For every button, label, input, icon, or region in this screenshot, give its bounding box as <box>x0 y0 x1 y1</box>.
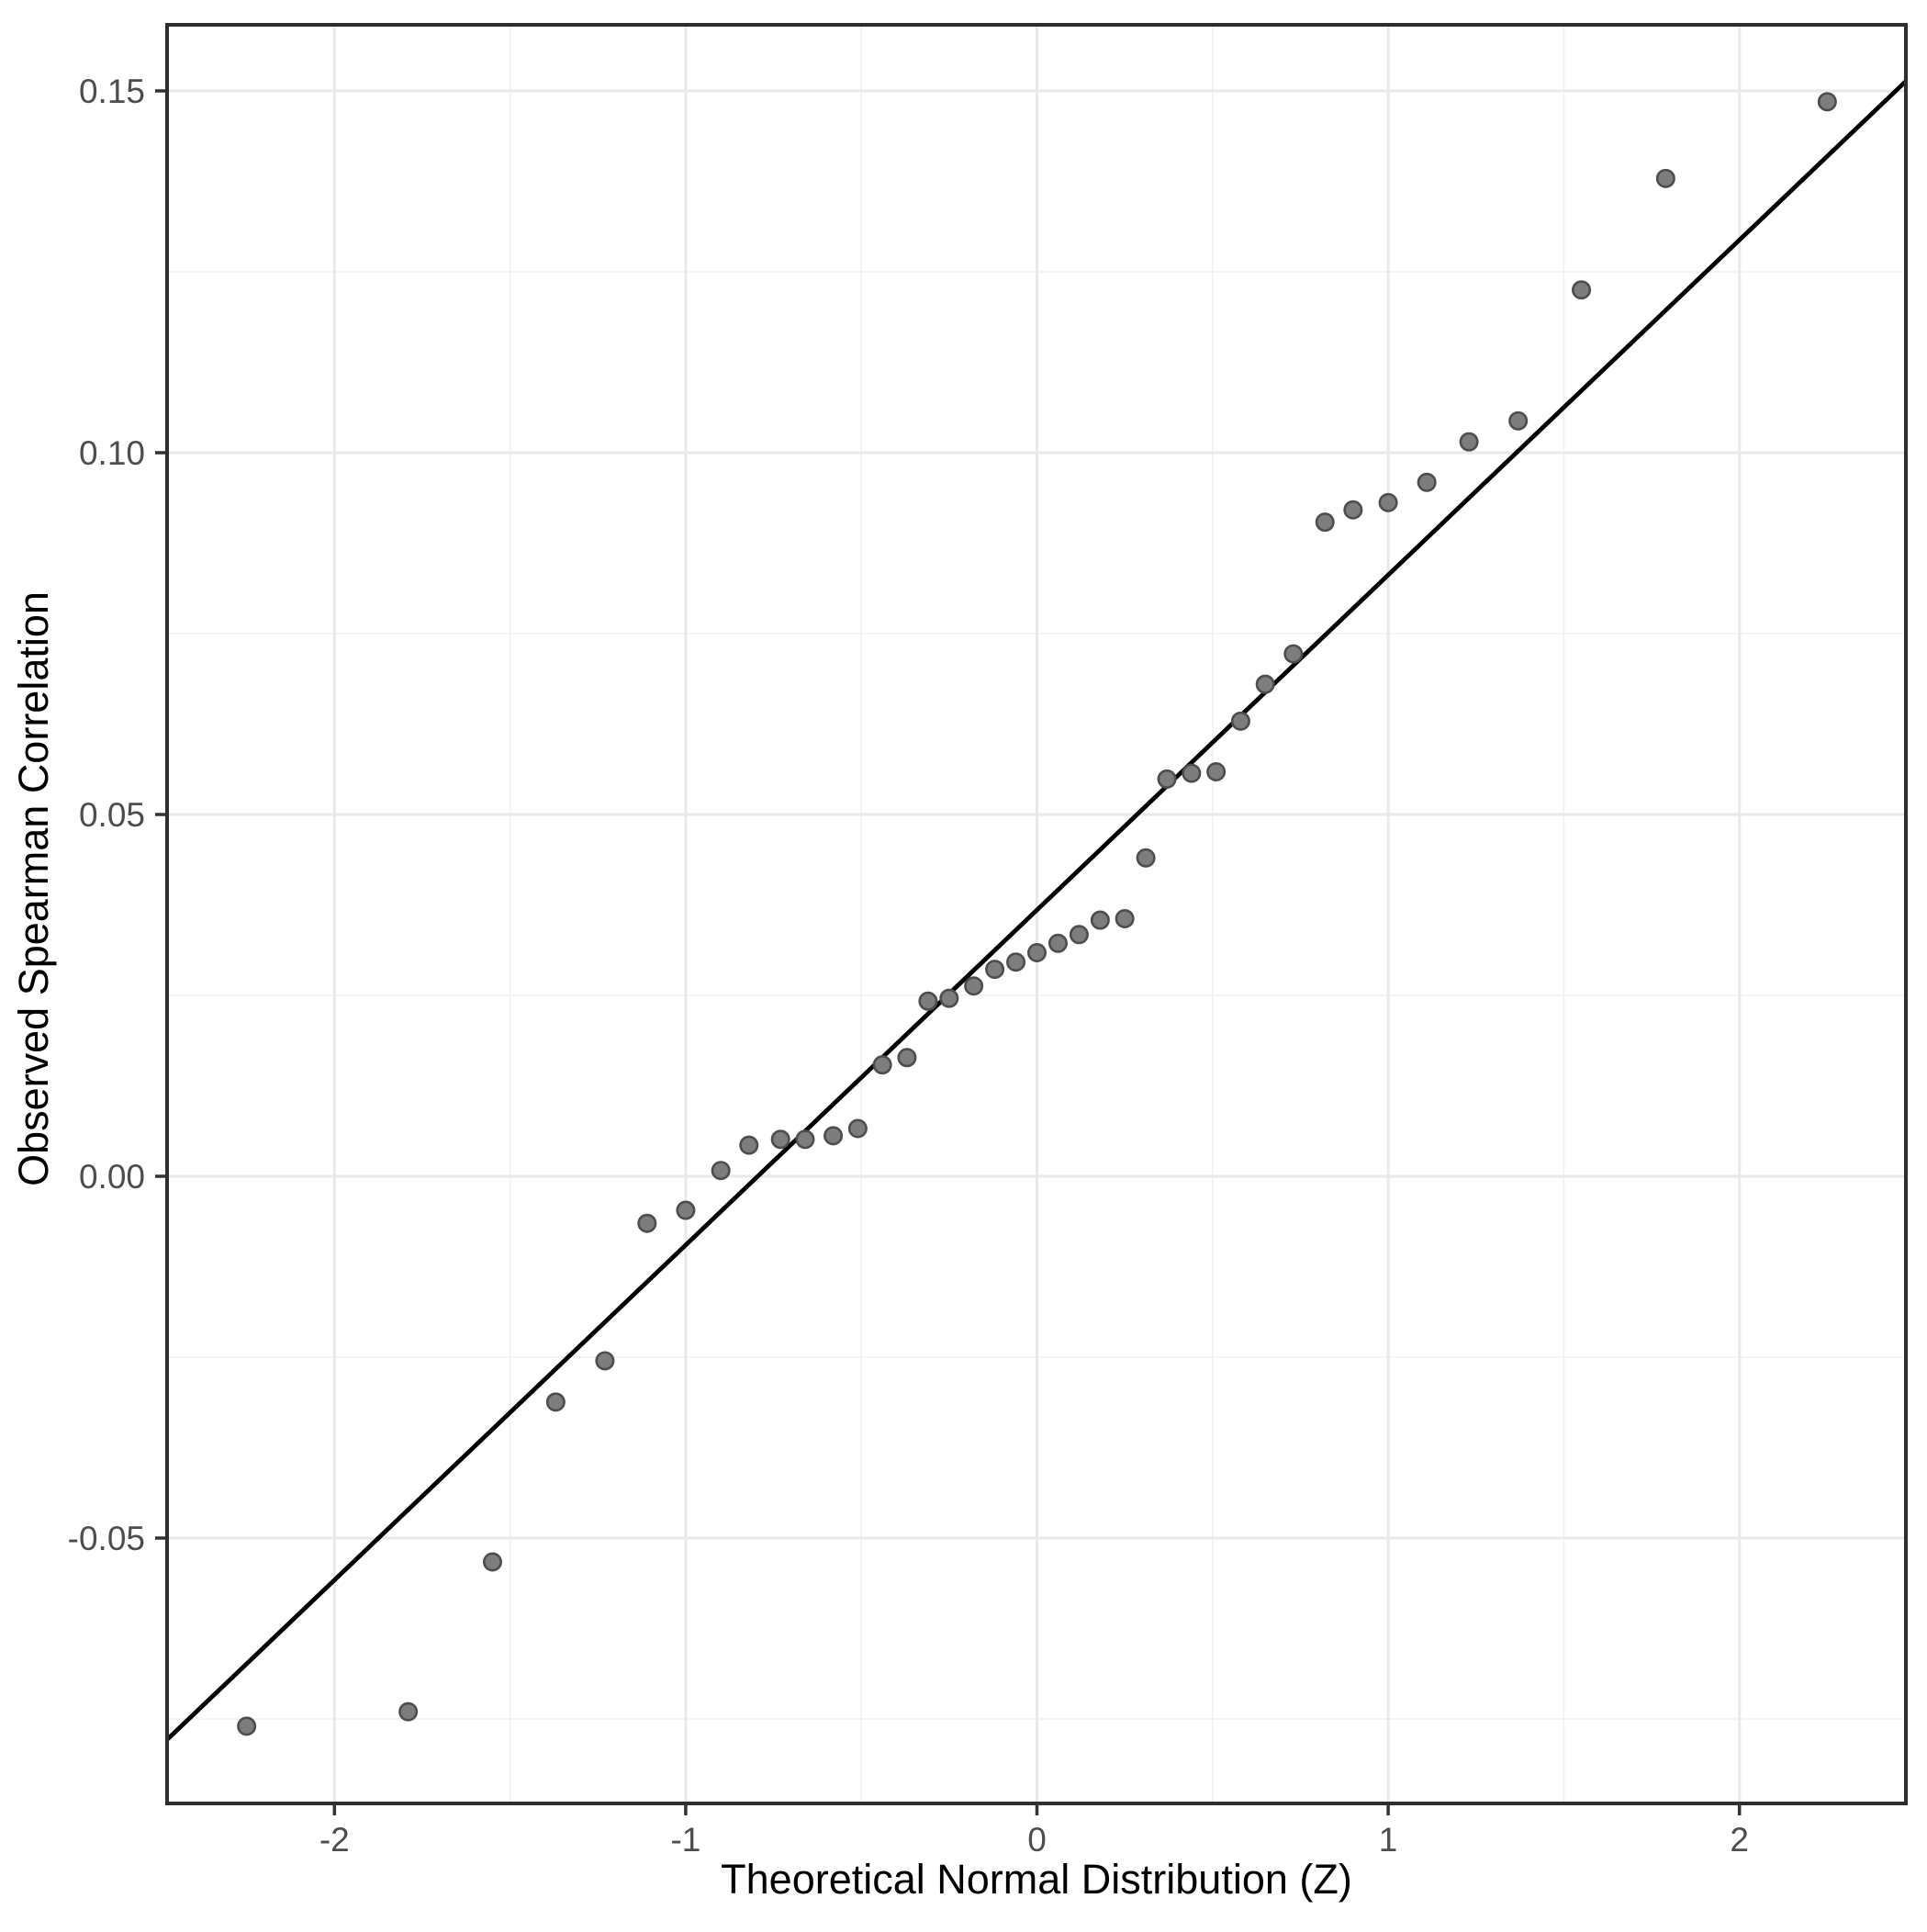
data-point <box>1508 410 1529 431</box>
data-point <box>398 1702 419 1722</box>
data-point <box>1206 762 1227 782</box>
data-point <box>918 991 938 1011</box>
major-gridlines <box>167 25 1906 1803</box>
data-point <box>1343 500 1363 520</box>
data-point <box>739 1135 759 1155</box>
data-point <box>964 976 984 996</box>
data-point <box>1069 925 1089 945</box>
x-tick-label: 2 <box>1730 1821 1749 1859</box>
data-point <box>1283 644 1304 664</box>
data-point <box>872 1055 892 1075</box>
y-tick-label: 0.15 <box>79 73 145 110</box>
x-axis-title: Theoretical Normal Distribution (Z) <box>721 1856 1352 1903</box>
data-point <box>770 1129 790 1150</box>
data-point <box>1090 910 1110 930</box>
data-point <box>1655 168 1675 188</box>
data-point <box>1315 512 1335 533</box>
data-point <box>545 1392 566 1412</box>
data-point <box>1136 848 1156 868</box>
x-tick-label: 1 <box>1379 1821 1398 1859</box>
data-point <box>939 988 959 1008</box>
data-point <box>637 1213 657 1233</box>
y-axis-title: Observed Spearman Correlation <box>10 591 57 1186</box>
data-point <box>1157 769 1177 789</box>
data-point <box>847 1118 868 1139</box>
data-point <box>795 1129 815 1150</box>
data-point <box>1417 472 1437 492</box>
data-point <box>595 1351 615 1371</box>
data-point <box>985 960 1005 980</box>
data-point <box>482 1552 502 1572</box>
x-tick-label: -1 <box>670 1821 700 1859</box>
data-point <box>711 1161 731 1181</box>
data-point <box>1230 711 1250 731</box>
x-tick-label: -2 <box>319 1821 350 1859</box>
data-point <box>1378 492 1398 512</box>
data-point <box>823 1126 844 1146</box>
y-tick-label: 0.05 <box>79 796 145 834</box>
qq-reference-line <box>165 79 1908 1742</box>
axis-tick-labels: -2 -1 0 1 2 -0.05 0.00 0.05 0.10 0.15 <box>68 73 1749 1859</box>
data-point <box>1459 432 1479 452</box>
data-point <box>237 1716 257 1736</box>
data-point <box>1817 92 1837 112</box>
data-point <box>1255 674 1275 694</box>
y-tick-label: 0.10 <box>79 434 145 472</box>
data-point <box>1006 952 1026 972</box>
data-point <box>1182 763 1202 783</box>
data-point <box>676 1200 696 1220</box>
y-tick-label: -0.05 <box>68 1520 145 1557</box>
x-tick-label: 0 <box>1027 1821 1047 1859</box>
data-point <box>1115 908 1135 928</box>
y-tick-label: 0.00 <box>79 1158 145 1196</box>
data-point <box>1048 933 1068 953</box>
data-point <box>1572 280 1592 300</box>
data-point <box>897 1048 917 1068</box>
axis-ticks <box>155 89 1742 1815</box>
data-points <box>237 92 1837 1736</box>
data-point <box>1027 943 1048 963</box>
